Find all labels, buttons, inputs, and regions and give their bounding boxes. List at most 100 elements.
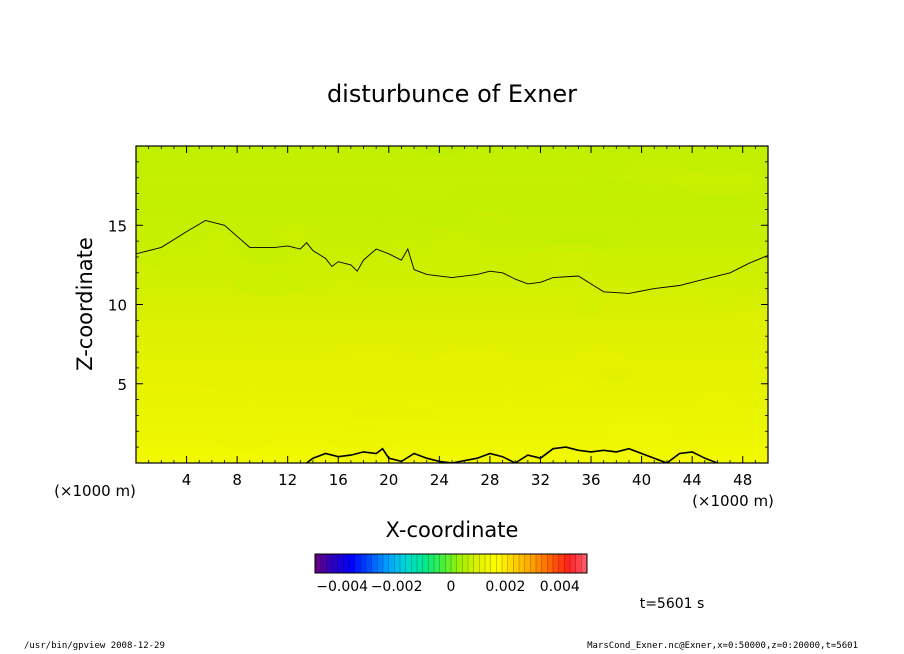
field-blotch — [238, 234, 290, 264]
y-axis: 5 10 15 — [108, 161, 768, 448]
field-blotch — [351, 407, 435, 422]
colorbar-cell — [524, 554, 531, 573]
colorbar-cell — [326, 554, 333, 573]
x-tick-label: 8 — [232, 471, 242, 489]
field-blotch — [517, 248, 595, 276]
field-blotch — [136, 383, 216, 397]
colorbar-cell — [479, 554, 486, 573]
field-blotch — [327, 343, 407, 365]
field-blotch — [394, 179, 457, 200]
y-tick-label: 10 — [108, 297, 127, 315]
field-blotch — [283, 316, 365, 338]
time-label: t=5601 s — [640, 596, 705, 612]
contour-lines — [136, 220, 768, 463]
field-blotch — [438, 348, 508, 370]
field-blotch — [431, 232, 480, 257]
colorbar-cell — [411, 554, 418, 573]
x-axis-title: X-coordinate — [386, 518, 519, 542]
colorbar-cell — [541, 554, 548, 573]
field-blotch — [584, 152, 621, 168]
field-blotch — [623, 158, 689, 188]
field-blotch — [136, 257, 172, 278]
colorbar-cell — [530, 554, 537, 573]
x-tick-label: 40 — [632, 471, 651, 489]
x-tick-label: 28 — [480, 471, 499, 489]
colorbar-tick-label: −0.002 — [371, 579, 423, 595]
field-blotch — [571, 290, 603, 320]
colorbar-cell — [417, 554, 424, 573]
colorbar-cell — [332, 554, 339, 573]
colorbar-cell — [547, 554, 554, 573]
colorbar-cell — [462, 554, 469, 573]
colorbar-cell — [383, 554, 390, 573]
field-blotch — [144, 414, 175, 426]
colorbar-tick-label: −0.004 — [316, 579, 368, 595]
field-texture — [136, 146, 768, 463]
field-blotch — [575, 349, 626, 364]
colorbar-cell — [434, 554, 441, 573]
colorbar-cell — [439, 554, 446, 573]
field-blotch — [691, 192, 747, 222]
colorbar-cell — [400, 554, 407, 573]
colorbar: −0.004 −0.002 0 0.002 0.004 — [314, 553, 588, 595]
field-blotch — [694, 202, 746, 231]
x-tick-label: 44 — [683, 471, 702, 489]
field-blotch — [217, 325, 264, 344]
field-blotch — [268, 224, 317, 240]
field-blotch — [272, 268, 317, 286]
field-blotch — [418, 323, 497, 335]
colorbar-cell — [513, 554, 520, 573]
colorbar-cell — [349, 554, 356, 573]
field-blotch — [136, 158, 155, 184]
x-tick-label: 16 — [329, 471, 348, 489]
field-fill — [136, 146, 768, 463]
field-blotch — [136, 264, 160, 278]
field-blotch — [601, 179, 675, 191]
field-blotch — [547, 282, 624, 304]
colorbar-cell — [564, 554, 571, 573]
x-axis: 4 8 12 16 20 24 28 32 36 40 44 48 — [148, 146, 756, 489]
field-blotch — [576, 174, 618, 196]
field-blotch — [551, 378, 590, 397]
colorbar-cell — [468, 554, 475, 573]
colorbar-cell — [575, 554, 582, 573]
colorbar-cell — [536, 554, 543, 573]
colorbar-cell — [337, 554, 344, 573]
x-tick-label: 4 — [182, 471, 192, 489]
field-blotch — [700, 389, 733, 410]
colorbar-cell — [377, 554, 384, 573]
field-blotch — [550, 232, 616, 252]
chart-title: disturbunce of Exner — [327, 80, 577, 108]
field-blotch — [379, 240, 427, 259]
contour-upper — [136, 220, 768, 294]
field-blotch — [531, 244, 611, 274]
colorbar-cell — [354, 554, 361, 573]
contour-lower — [306, 446, 718, 463]
x-tick-label: 36 — [581, 471, 600, 489]
field-blotch — [645, 146, 716, 158]
colorbar-cell — [320, 554, 327, 573]
field-blotch — [205, 231, 232, 259]
colorbar-cell — [394, 554, 401, 573]
field-blotch — [323, 425, 401, 450]
field-blotch — [390, 399, 446, 421]
field-blotch — [302, 146, 364, 165]
colorbar-cell — [343, 554, 350, 573]
field-blotch — [604, 418, 677, 442]
field-blotch — [349, 350, 394, 364]
colorbar-cell — [428, 554, 435, 573]
colorbar-cell — [519, 554, 526, 573]
x-tick-label: 20 — [379, 471, 398, 489]
colorbar-cell — [315, 554, 322, 573]
colorbar-cell — [451, 554, 458, 573]
y-unit-label: (×1000 m) — [54, 482, 136, 500]
y-axis-title: Z-coordinate — [73, 237, 97, 371]
colorbar-cell — [581, 554, 588, 573]
colorbar-cell — [570, 554, 577, 573]
y-tick-label: 15 — [108, 217, 127, 235]
field-blotch — [364, 293, 423, 318]
field-blotch — [212, 427, 276, 449]
field-blotch — [680, 168, 758, 197]
